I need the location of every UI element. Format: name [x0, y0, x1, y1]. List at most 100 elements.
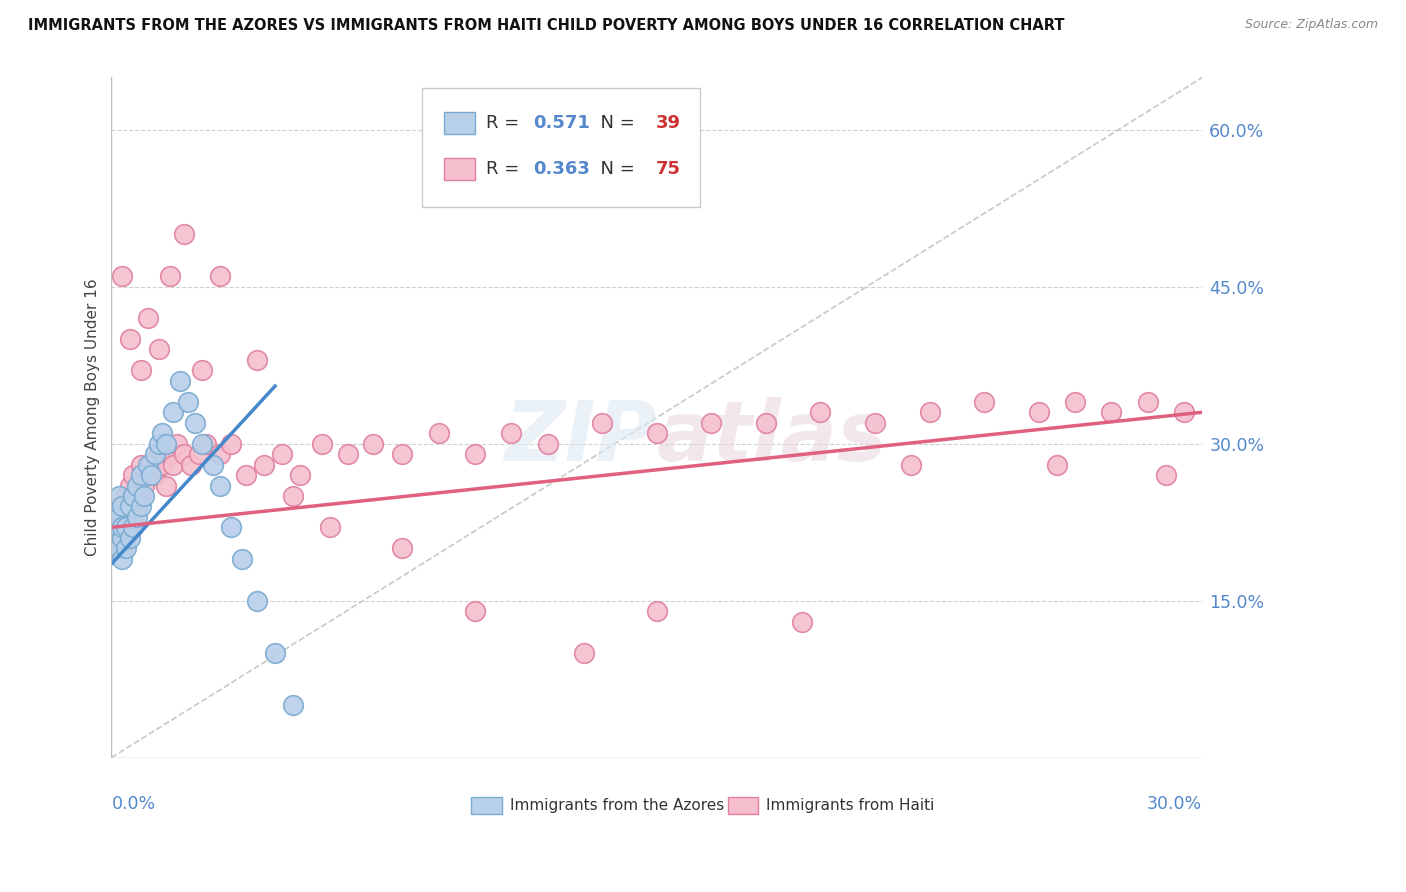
Point	[111, 509, 134, 524]
Point	[173, 227, 195, 242]
Point	[129, 500, 152, 514]
Text: Source: ZipAtlas.com: Source: ZipAtlas.com	[1244, 18, 1378, 31]
Point	[111, 551, 134, 566]
Point	[918, 405, 941, 419]
Point	[177, 394, 200, 409]
Y-axis label: Child Poverty Among Boys Under 16: Child Poverty Among Boys Under 16	[86, 278, 100, 557]
Point	[122, 468, 145, 483]
Point	[283, 698, 305, 713]
Point	[150, 426, 173, 441]
Point	[141, 458, 163, 472]
Point	[235, 468, 257, 483]
Text: 0.0%: 0.0%	[111, 795, 156, 813]
Point	[143, 468, 166, 483]
Point	[118, 531, 141, 545]
Point	[191, 363, 214, 377]
Point	[572, 646, 595, 660]
Point	[134, 478, 156, 492]
Point	[792, 615, 814, 629]
FancyBboxPatch shape	[422, 87, 700, 207]
Text: 39: 39	[655, 114, 681, 132]
Point	[136, 458, 159, 472]
Point	[125, 509, 148, 524]
Text: 75: 75	[655, 161, 681, 178]
Point	[104, 509, 127, 524]
Point	[107, 541, 129, 556]
Point	[591, 416, 613, 430]
Point	[318, 520, 340, 534]
Point	[148, 343, 170, 357]
Point	[187, 447, 209, 461]
Point	[1046, 458, 1069, 472]
Point	[122, 489, 145, 503]
Point	[129, 468, 152, 483]
Point	[271, 447, 294, 461]
Point	[209, 478, 232, 492]
Point	[1154, 468, 1177, 483]
Point	[166, 436, 188, 450]
Point	[231, 551, 253, 566]
Point	[107, 520, 129, 534]
Point	[264, 646, 287, 660]
Point	[111, 500, 134, 514]
Text: 0.571: 0.571	[533, 114, 591, 132]
Point	[115, 489, 138, 503]
Point	[1064, 394, 1087, 409]
Point	[863, 416, 886, 430]
Point	[115, 531, 138, 545]
Point	[209, 269, 232, 284]
Point	[111, 520, 134, 534]
Point	[118, 520, 141, 534]
Point	[209, 447, 232, 461]
Point	[122, 509, 145, 524]
Point	[136, 468, 159, 483]
Point	[159, 269, 181, 284]
Point	[246, 353, 269, 368]
Text: R =: R =	[485, 114, 524, 132]
Point	[221, 520, 243, 534]
Text: N =: N =	[589, 161, 641, 178]
Point	[169, 374, 191, 388]
Point	[283, 489, 305, 503]
Point	[111, 531, 134, 545]
Point	[162, 458, 184, 472]
Point	[221, 436, 243, 450]
Point	[155, 436, 177, 450]
Point	[104, 531, 127, 545]
Bar	[444, 112, 475, 134]
Point	[645, 604, 668, 618]
Bar	[728, 797, 758, 814]
Point	[115, 520, 138, 534]
Point	[391, 541, 413, 556]
Bar	[444, 159, 475, 180]
Point	[336, 447, 359, 461]
Point	[159, 447, 181, 461]
Point	[810, 405, 832, 419]
Point	[700, 416, 723, 430]
Point	[246, 593, 269, 607]
Text: Immigrants from Haiti: Immigrants from Haiti	[766, 797, 935, 813]
Point	[191, 436, 214, 450]
Text: R =: R =	[485, 161, 524, 178]
Point	[162, 405, 184, 419]
Point	[755, 416, 778, 430]
Point	[501, 426, 523, 441]
Point	[104, 541, 127, 556]
Point	[111, 269, 134, 284]
Point	[118, 478, 141, 492]
Point	[148, 447, 170, 461]
Point	[136, 311, 159, 326]
Point	[290, 468, 312, 483]
Text: Immigrants from the Azores: Immigrants from the Azores	[509, 797, 724, 813]
Text: 0.363: 0.363	[533, 161, 591, 178]
Point	[155, 478, 177, 492]
Point	[311, 436, 333, 450]
Point	[194, 436, 217, 450]
Point	[122, 520, 145, 534]
Point	[125, 500, 148, 514]
Text: atlas: atlas	[657, 398, 887, 478]
Point	[150, 458, 173, 472]
Point	[107, 500, 129, 514]
Point	[111, 541, 134, 556]
Point	[1099, 405, 1122, 419]
